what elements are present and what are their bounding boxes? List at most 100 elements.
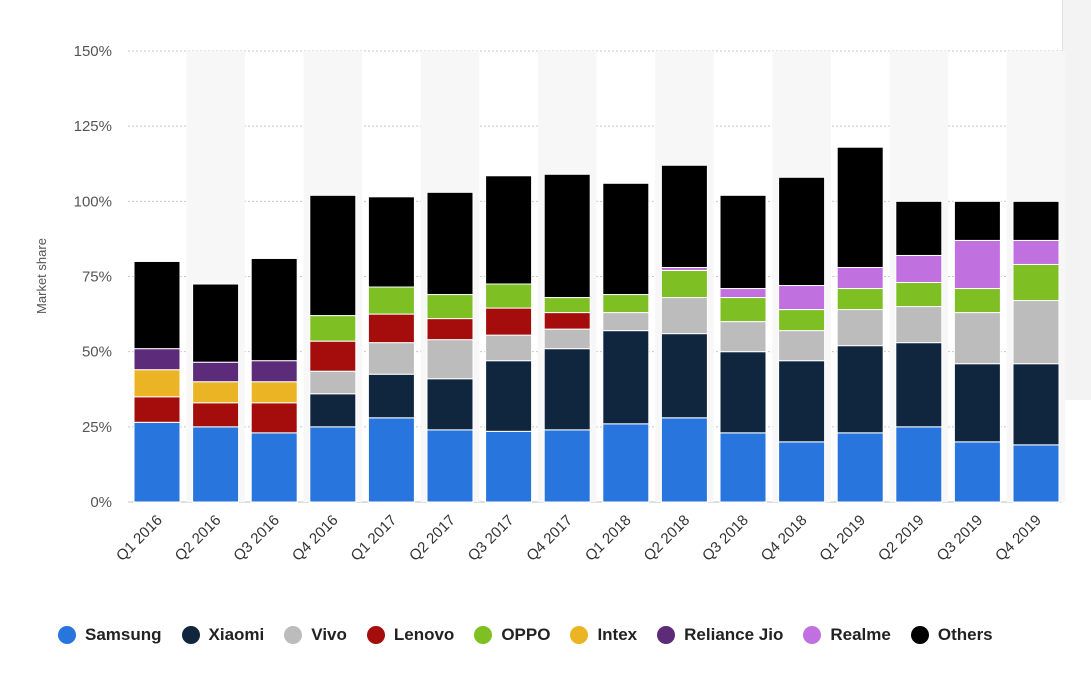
bar-lenovo-q3-2016[interactable] [250, 402, 298, 434]
bar-samsung-q4-2016[interactable] [309, 426, 357, 503]
bar-samsung-q2-2018[interactable] [660, 417, 708, 503]
bar-realme-q3-2019[interactable] [953, 239, 1001, 290]
bar-vivo-q3-2019[interactable] [953, 312, 1001, 365]
bar-vivo-q4-2017[interactable] [543, 328, 591, 350]
bar-realme-q1-2019[interactable] [836, 266, 884, 290]
bar-samsung-q1-2019[interactable] [836, 432, 884, 503]
legend-item-lenovo[interactable]: Lenovo [366, 625, 454, 645]
bar-xiaomi-q1-2017[interactable] [367, 373, 415, 419]
legend-item-samsung[interactable]: Samsung [58, 625, 162, 645]
bar-samsung-q4-2018[interactable] [778, 441, 826, 503]
bar-others-q2-2018[interactable] [660, 164, 708, 268]
bar-xiaomi-q2-2018[interactable] [660, 333, 708, 419]
bar-xiaomi-q4-2018[interactable] [778, 360, 826, 443]
bar-stack-q4-2019[interactable] [1012, 200, 1060, 503]
bar-xiaomi-q4-2019[interactable] [1012, 363, 1060, 446]
bar-oppo-q3-2019[interactable] [953, 288, 1001, 314]
bar-vivo-q4-2019[interactable] [1012, 300, 1060, 365]
bar-reliance-jio-q3-2016[interactable] [250, 360, 298, 383]
bar-samsung-q4-2017[interactable] [543, 429, 591, 503]
bar-realme-q3-2018[interactable] [719, 288, 767, 299]
bar-stack-q2-2019[interactable] [895, 200, 943, 503]
bar-stack-q1-2018[interactable] [602, 182, 650, 503]
bar-samsung-q3-2017[interactable] [485, 430, 533, 503]
bar-lenovo-q4-2017[interactable] [543, 312, 591, 330]
bar-stack-q2-2018[interactable] [660, 164, 708, 503]
bar-vivo-q2-2017[interactable] [426, 339, 474, 380]
legend-item-xiaomi[interactable]: Xiaomi [181, 625, 264, 645]
legend-item-intex[interactable]: Intex [570, 625, 637, 645]
bar-oppo-q1-2017[interactable] [367, 286, 415, 315]
bar-others-q3-2018[interactable] [719, 194, 767, 290]
bar-others-q4-2016[interactable] [309, 194, 357, 317]
bar-oppo-q4-2018[interactable] [778, 309, 826, 332]
bar-others-q1-2019[interactable] [836, 146, 884, 268]
bar-lenovo-q3-2017[interactable] [485, 307, 533, 336]
bar-oppo-q2-2019[interactable] [895, 282, 943, 308]
bar-xiaomi-q1-2018[interactable] [602, 330, 650, 425]
bar-oppo-q4-2019[interactable] [1012, 263, 1060, 302]
bar-oppo-q4-2016[interactable] [309, 315, 357, 342]
bar-oppo-q2-2018[interactable] [660, 269, 708, 299]
bar-samsung-q1-2017[interactable] [367, 417, 415, 503]
bar-others-q4-2017[interactable] [543, 173, 591, 299]
bar-stack-q1-2017[interactable] [367, 196, 415, 503]
bar-intex-q3-2016[interactable] [250, 381, 298, 404]
bar-vivo-q2-2018[interactable] [660, 297, 708, 335]
bar-vivo-q4-2018[interactable] [778, 330, 826, 362]
bar-realme-q4-2019[interactable] [1012, 239, 1060, 265]
bar-others-q3-2016[interactable] [250, 257, 298, 362]
bar-stack-q3-2016[interactable] [250, 257, 298, 503]
bar-others-q1-2016[interactable] [133, 260, 181, 350]
bar-samsung-q1-2016[interactable] [133, 421, 181, 503]
bar-reliance-jio-q2-2016[interactable] [192, 361, 240, 383]
bar-intex-q1-2016[interactable] [133, 369, 181, 398]
bar-samsung-q2-2017[interactable] [426, 429, 474, 503]
bar-xiaomi-q1-2019[interactable] [836, 345, 884, 434]
bar-oppo-q1-2019[interactable] [836, 288, 884, 311]
bar-oppo-q3-2018[interactable] [719, 297, 767, 323]
bar-lenovo-q2-2016[interactable] [192, 402, 240, 428]
bar-intex-q2-2016[interactable] [192, 381, 240, 404]
legend-item-vivo[interactable]: Vivo [284, 625, 347, 645]
bar-others-q3-2019[interactable] [953, 200, 1001, 241]
bar-stack-q3-2019[interactable] [953, 200, 1001, 503]
bar-samsung-q3-2018[interactable] [719, 432, 767, 503]
bar-others-q2-2016[interactable] [192, 283, 240, 363]
bar-xiaomi-q3-2018[interactable] [719, 351, 767, 434]
bar-oppo-q2-2017[interactable] [426, 294, 474, 320]
bar-samsung-q2-2016[interactable] [192, 426, 240, 503]
bar-oppo-q4-2017[interactable] [543, 297, 591, 314]
bar-stack-q3-2017[interactable] [485, 175, 533, 503]
bar-oppo-q3-2017[interactable] [485, 283, 533, 309]
bar-others-q1-2017[interactable] [367, 196, 415, 288]
bar-samsung-q3-2016[interactable] [250, 432, 298, 503]
bar-reliance-jio-q1-2016[interactable] [133, 348, 181, 371]
legend-item-oppo[interactable]: OPPO [474, 625, 550, 645]
bar-samsung-q4-2019[interactable] [1012, 444, 1060, 503]
bar-others-q2-2017[interactable] [426, 191, 474, 296]
bar-xiaomi-q3-2019[interactable] [953, 363, 1001, 443]
bar-xiaomi-q2-2017[interactable] [426, 378, 474, 431]
bar-vivo-q3-2017[interactable] [485, 334, 533, 362]
bar-oppo-q1-2018[interactable] [602, 294, 650, 314]
bar-xiaomi-q2-2019[interactable] [895, 342, 943, 428]
bar-samsung-q1-2018[interactable] [602, 423, 650, 503]
bar-others-q4-2018[interactable] [778, 176, 826, 287]
bar-vivo-q1-2017[interactable] [367, 342, 415, 375]
bar-vivo-q2-2019[interactable] [895, 306, 943, 344]
legend-item-others[interactable]: Others [910, 625, 993, 645]
bar-stack-q2-2017[interactable] [426, 191, 474, 503]
bar-realme-q4-2018[interactable] [778, 285, 826, 311]
bar-lenovo-q1-2017[interactable] [367, 313, 415, 344]
bar-vivo-q1-2019[interactable] [836, 309, 884, 347]
bar-stack-q4-2016[interactable] [309, 194, 357, 503]
bar-lenovo-q1-2016[interactable] [133, 396, 181, 423]
bar-vivo-q4-2016[interactable] [309, 370, 357, 395]
bar-xiaomi-q3-2017[interactable] [485, 360, 533, 432]
bar-stack-q3-2018[interactable] [719, 194, 767, 503]
bar-others-q3-2017[interactable] [485, 175, 533, 285]
bar-stack-q4-2017[interactable] [543, 173, 591, 503]
bar-stack-q4-2018[interactable] [778, 176, 826, 503]
bar-stack-q2-2016[interactable] [192, 283, 240, 503]
